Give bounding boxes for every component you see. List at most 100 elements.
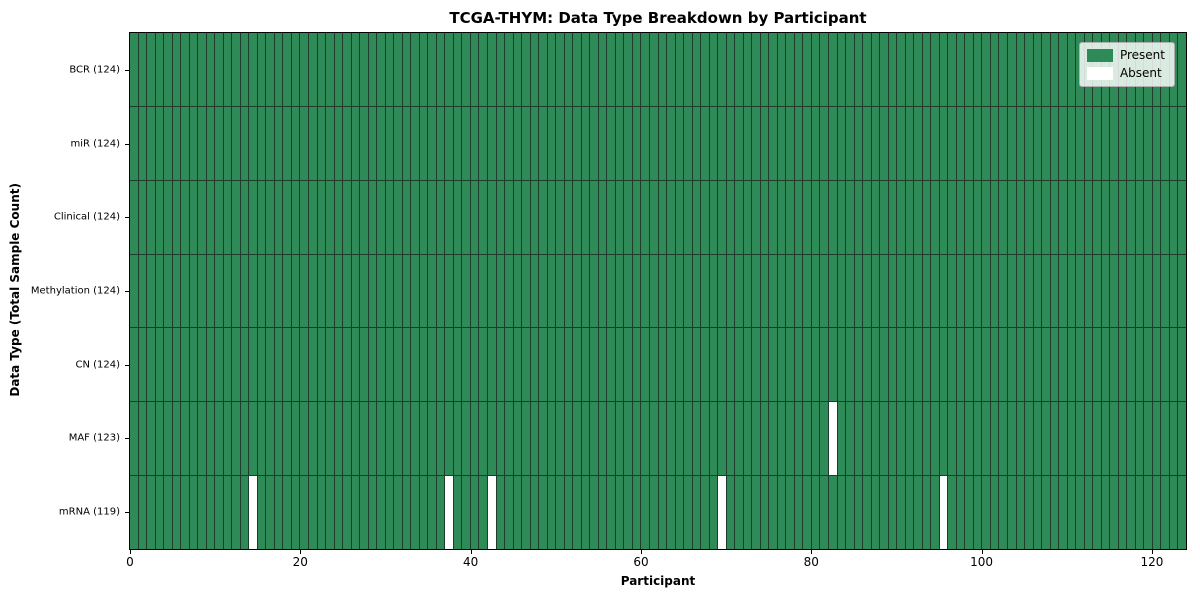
heatmap-cell xyxy=(326,106,334,180)
heatmap-cell xyxy=(607,328,615,402)
heatmap-cell xyxy=(266,476,274,549)
heatmap-cell xyxy=(402,254,411,328)
heatmap-cell xyxy=(240,106,249,180)
heatmap-cell xyxy=(343,328,351,402)
heatmap-cell xyxy=(505,402,513,476)
heatmap-cell xyxy=(607,33,615,106)
heatmap-cell xyxy=(999,402,1007,476)
heatmap-cell xyxy=(658,254,667,328)
heatmap-cell xyxy=(402,106,411,180)
heatmap-cell xyxy=(445,33,453,106)
heatmap-cell xyxy=(735,328,743,402)
heatmap-cell xyxy=(513,254,522,328)
heatmap-cell xyxy=(931,106,939,180)
heatmap-cell xyxy=(496,180,505,254)
heatmap-cell xyxy=(164,106,172,180)
heatmap-cell xyxy=(232,106,240,180)
heatmap-cell xyxy=(462,254,470,328)
heatmap-cell xyxy=(581,476,590,549)
heatmap-cell xyxy=(880,254,888,328)
heatmap-cell xyxy=(846,33,854,106)
heatmap-cell xyxy=(718,476,726,549)
heatmap-cell xyxy=(470,180,479,254)
heatmap-cell xyxy=(914,328,922,402)
heatmap-cell xyxy=(718,328,726,402)
heatmap-cell xyxy=(402,328,411,402)
heatmap-cell xyxy=(897,33,905,106)
heatmap-cell xyxy=(939,402,948,476)
heatmap-cell xyxy=(649,33,658,106)
heatmap-cell xyxy=(769,33,777,106)
heatmap-cell xyxy=(1025,254,1033,328)
heatmap-cell xyxy=(334,106,343,180)
heatmap-cell xyxy=(948,254,956,328)
heatmap-cell xyxy=(377,254,385,328)
heatmap-cell xyxy=(488,254,496,328)
heatmap-cell xyxy=(760,402,769,476)
heatmap-cell xyxy=(1169,476,1178,549)
heatmap-cell xyxy=(513,106,522,180)
heatmap-cell xyxy=(1033,33,1042,106)
heatmap-cell xyxy=(1076,328,1084,402)
heatmap-cell xyxy=(1033,254,1042,328)
heatmap-cell xyxy=(547,106,556,180)
heatmap-cell xyxy=(905,106,914,180)
heatmap-cell xyxy=(675,33,684,106)
heatmap-cell xyxy=(130,476,138,549)
heatmap-cell xyxy=(172,33,181,106)
heatmap-cell xyxy=(470,33,479,106)
heatmap-cell xyxy=(624,33,632,106)
heatmap-cell xyxy=(155,402,164,476)
x-tick-mark xyxy=(1151,550,1153,554)
heatmap-cell xyxy=(206,106,215,180)
heatmap-cell xyxy=(206,180,215,254)
heatmap-cell xyxy=(1007,254,1016,328)
heatmap-cell xyxy=(777,328,786,402)
heatmap-cell xyxy=(632,33,641,106)
heatmap-cell xyxy=(402,33,411,106)
heatmap-cell xyxy=(982,33,990,106)
heatmap-cell xyxy=(590,328,598,402)
heatmap-cell xyxy=(1007,476,1016,549)
heatmap-cell xyxy=(564,476,573,549)
heatmap-cell xyxy=(215,402,223,476)
heatmap-cell xyxy=(777,402,786,476)
heatmap-cell xyxy=(846,254,854,328)
heatmap-cell xyxy=(1084,180,1093,254)
heatmap-cell xyxy=(1016,328,1025,402)
heatmap-cell xyxy=(922,328,931,402)
heatmap-cell xyxy=(846,180,854,254)
heatmap-cell xyxy=(138,402,147,476)
heatmap-cell xyxy=(274,180,283,254)
heatmap-cell xyxy=(436,33,445,106)
heatmap-cell xyxy=(897,106,905,180)
heatmap-cell xyxy=(326,402,334,476)
heatmap-cell xyxy=(811,33,820,106)
heatmap-cell xyxy=(360,254,368,328)
heatmap-cell xyxy=(360,106,368,180)
heatmap-cell xyxy=(624,106,632,180)
heatmap-cell xyxy=(343,33,351,106)
heatmap-cell xyxy=(632,254,641,328)
x-tick-mark xyxy=(981,550,983,554)
heatmap-cell xyxy=(513,33,522,106)
heatmap-cell xyxy=(198,476,206,549)
heatmap-cell xyxy=(496,254,505,328)
heatmap-cell xyxy=(479,476,488,549)
heatmap-cell xyxy=(488,328,496,402)
heatmap-cell xyxy=(385,254,394,328)
heatmap-cell xyxy=(147,254,155,328)
heatmap-cell xyxy=(1050,402,1059,476)
x-axis-label: Participant xyxy=(620,574,696,588)
heatmap-cell xyxy=(564,33,573,106)
heatmap-cell xyxy=(360,33,368,106)
heatmap-cell xyxy=(658,476,667,549)
legend-label-present: Present xyxy=(1119,48,1165,62)
heatmap-cell xyxy=(334,254,343,328)
heatmap-cell xyxy=(181,328,189,402)
x-axis-ticks: 0 20 40 60 80 100 120 xyxy=(126,550,1187,576)
heatmap-cell xyxy=(479,33,488,106)
heatmap-cell xyxy=(871,402,880,476)
heatmap-cell xyxy=(283,402,291,476)
heatmap-cell xyxy=(164,254,172,328)
